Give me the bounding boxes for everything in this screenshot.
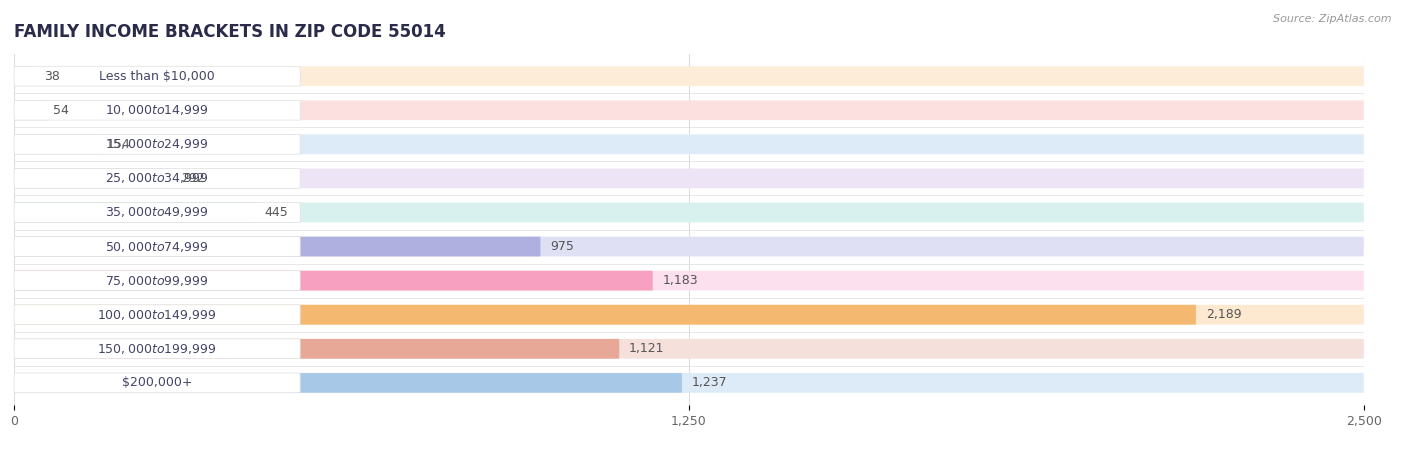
Text: 54: 54 — [53, 104, 69, 117]
FancyBboxPatch shape — [14, 100, 301, 120]
FancyBboxPatch shape — [14, 271, 652, 291]
Text: 1,183: 1,183 — [662, 274, 699, 287]
FancyBboxPatch shape — [14, 168, 1364, 188]
FancyBboxPatch shape — [14, 271, 301, 291]
Text: 292: 292 — [181, 172, 205, 185]
FancyBboxPatch shape — [14, 202, 301, 222]
FancyBboxPatch shape — [14, 305, 301, 324]
FancyBboxPatch shape — [14, 237, 1364, 256]
Text: 1,237: 1,237 — [692, 376, 727, 389]
Text: 2,189: 2,189 — [1205, 308, 1241, 321]
FancyBboxPatch shape — [14, 271, 1364, 291]
FancyBboxPatch shape — [14, 373, 1364, 393]
FancyBboxPatch shape — [14, 339, 301, 359]
FancyBboxPatch shape — [14, 66, 1364, 86]
Text: $200,000+: $200,000+ — [122, 376, 193, 389]
Text: $150,000 to $199,999: $150,000 to $199,999 — [97, 342, 217, 356]
FancyBboxPatch shape — [14, 202, 1364, 222]
Text: FAMILY INCOME BRACKETS IN ZIP CODE 55014: FAMILY INCOME BRACKETS IN ZIP CODE 55014 — [14, 23, 446, 41]
Text: 154: 154 — [107, 138, 131, 151]
Text: Source: ZipAtlas.com: Source: ZipAtlas.com — [1274, 14, 1392, 23]
Text: Less than $10,000: Less than $10,000 — [100, 70, 215, 83]
FancyBboxPatch shape — [14, 135, 1364, 154]
Text: 975: 975 — [550, 240, 574, 253]
FancyBboxPatch shape — [14, 305, 1364, 324]
FancyBboxPatch shape — [14, 202, 254, 222]
Text: $75,000 to $99,999: $75,000 to $99,999 — [105, 274, 209, 288]
FancyBboxPatch shape — [14, 339, 619, 359]
FancyBboxPatch shape — [14, 237, 540, 256]
Text: 445: 445 — [264, 206, 288, 219]
Text: $50,000 to $74,999: $50,000 to $74,999 — [105, 239, 209, 253]
FancyBboxPatch shape — [14, 66, 35, 86]
Text: $15,000 to $24,999: $15,000 to $24,999 — [105, 137, 209, 151]
FancyBboxPatch shape — [14, 339, 1364, 359]
Text: $100,000 to $149,999: $100,000 to $149,999 — [97, 308, 217, 322]
FancyBboxPatch shape — [14, 100, 44, 120]
FancyBboxPatch shape — [14, 237, 301, 256]
FancyBboxPatch shape — [14, 66, 301, 86]
FancyBboxPatch shape — [14, 373, 301, 393]
FancyBboxPatch shape — [14, 135, 97, 154]
FancyBboxPatch shape — [14, 100, 1364, 120]
Text: $10,000 to $14,999: $10,000 to $14,999 — [105, 103, 209, 117]
FancyBboxPatch shape — [14, 373, 682, 393]
FancyBboxPatch shape — [14, 305, 1197, 324]
Text: 1,121: 1,121 — [628, 342, 665, 355]
FancyBboxPatch shape — [14, 168, 172, 188]
Text: 38: 38 — [45, 70, 60, 83]
FancyBboxPatch shape — [14, 168, 301, 188]
FancyBboxPatch shape — [14, 135, 301, 154]
Text: $25,000 to $34,999: $25,000 to $34,999 — [105, 171, 209, 185]
Text: $35,000 to $49,999: $35,000 to $49,999 — [105, 206, 209, 220]
